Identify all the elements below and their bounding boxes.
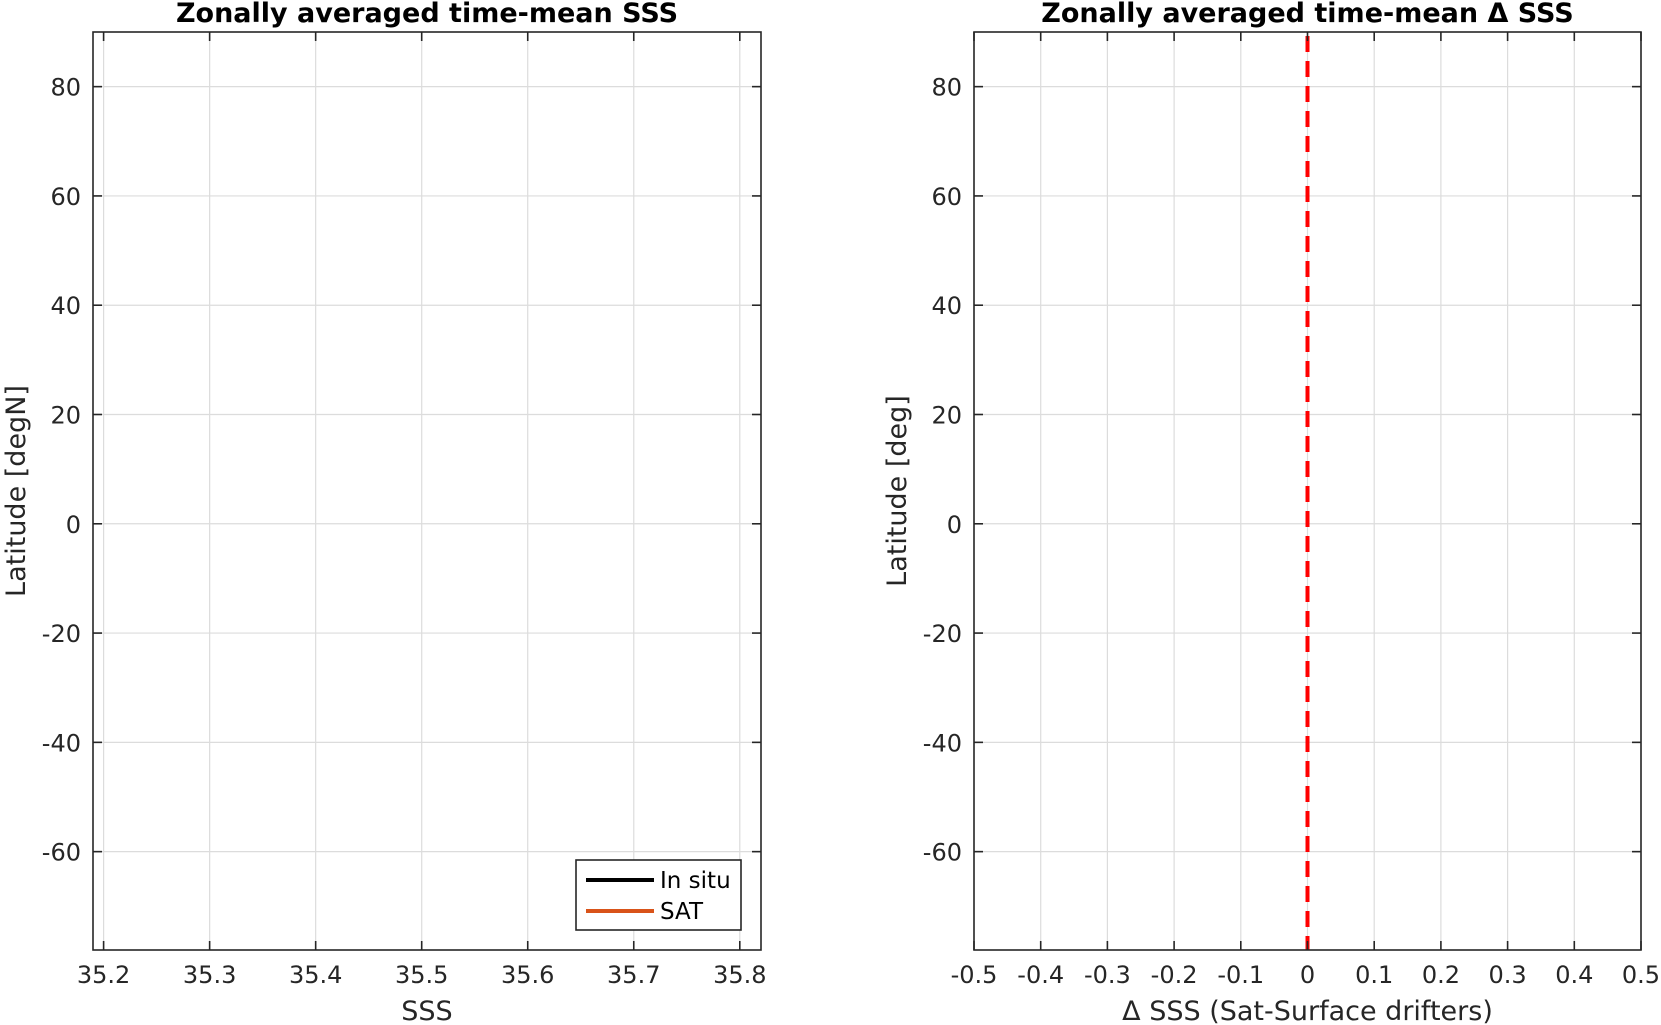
legend: In situ SAT (575, 859, 742, 931)
subplot-delta-sss: -0.5 -0.4 -0.3 -0.2 -0.1 0 0.1 0.2 0.3 0.4 0.5 -60 -… (882, 0, 1660, 1025)
axes-frame (92, 31, 762, 951)
y-tick-label: 20 (50, 402, 81, 430)
x-tick-label: 35.5 (395, 961, 448, 989)
legend-box (575, 859, 742, 931)
x-tick-label: 35.6 (501, 961, 554, 989)
plot-area (93, 32, 761, 950)
chart-title: Zonally averaged time-mean SSS (176, 0, 678, 29)
x-axis-label: SSS (401, 996, 452, 1025)
y-tick-label: 20 (931, 402, 962, 430)
x-tick-label: 35.3 (183, 961, 236, 989)
legend-label: In situ (660, 868, 731, 894)
y-tick-label: -60 (923, 839, 962, 867)
x-tick-label: 0 (1300, 961, 1315, 989)
x-tick-label: 35.8 (713, 961, 766, 989)
y-tick-label: -40 (923, 729, 962, 757)
x-tick-label: 0.4 (1555, 961, 1593, 989)
y-axis-label: Latitude [degN] (1, 385, 32, 597)
x-tick-label: 35.2 (77, 961, 130, 989)
x-tick-label: -0.1 (1217, 961, 1264, 989)
y-tick-label: 0 (66, 511, 81, 539)
y-tick-label: 60 (50, 183, 81, 211)
x-tick-label: 35.7 (607, 961, 660, 989)
y-tick-label: -20 (42, 620, 81, 648)
y-tick-label: 40 (50, 292, 81, 320)
y-tick-label: -60 (42, 839, 81, 867)
x-tick-label: -0.5 (951, 961, 998, 989)
chart-title: Zonally averaged time-mean Δ SSS (1041, 0, 1573, 29)
x-tick-label: 0.1 (1355, 961, 1393, 989)
y-tick-label: -20 (923, 620, 962, 648)
x-tick-label: -0.2 (1151, 961, 1198, 989)
y-tick-label: 0 (947, 511, 962, 539)
x-tick-label: -0.4 (1017, 961, 1064, 989)
y-tick-label: 80 (931, 74, 962, 102)
subplot-sss: 35.2 35.3 35.4 35.5 35.6 35.7 35.8 -60 -40 -20 0 20… (1, 0, 767, 1025)
y-tick-label: 40 (931, 292, 962, 320)
x-tick-label: -0.3 (1084, 961, 1131, 989)
y-axis-label: Latitude [deg] (882, 395, 913, 587)
y-tick-label: 60 (931, 183, 962, 211)
x-tick-label: 35.4 (289, 961, 342, 989)
y-tick-label: -40 (42, 729, 81, 757)
y-tick-label: 80 (50, 74, 81, 102)
x-tick-label: 0.3 (1489, 961, 1527, 989)
x-axis-label: Δ SSS (Sat-Surface drifters) (1122, 996, 1493, 1025)
x-tick-label: 0.5 (1622, 961, 1660, 989)
x-tick-label: 0.2 (1422, 961, 1460, 989)
legend-label: SAT (660, 899, 704, 925)
